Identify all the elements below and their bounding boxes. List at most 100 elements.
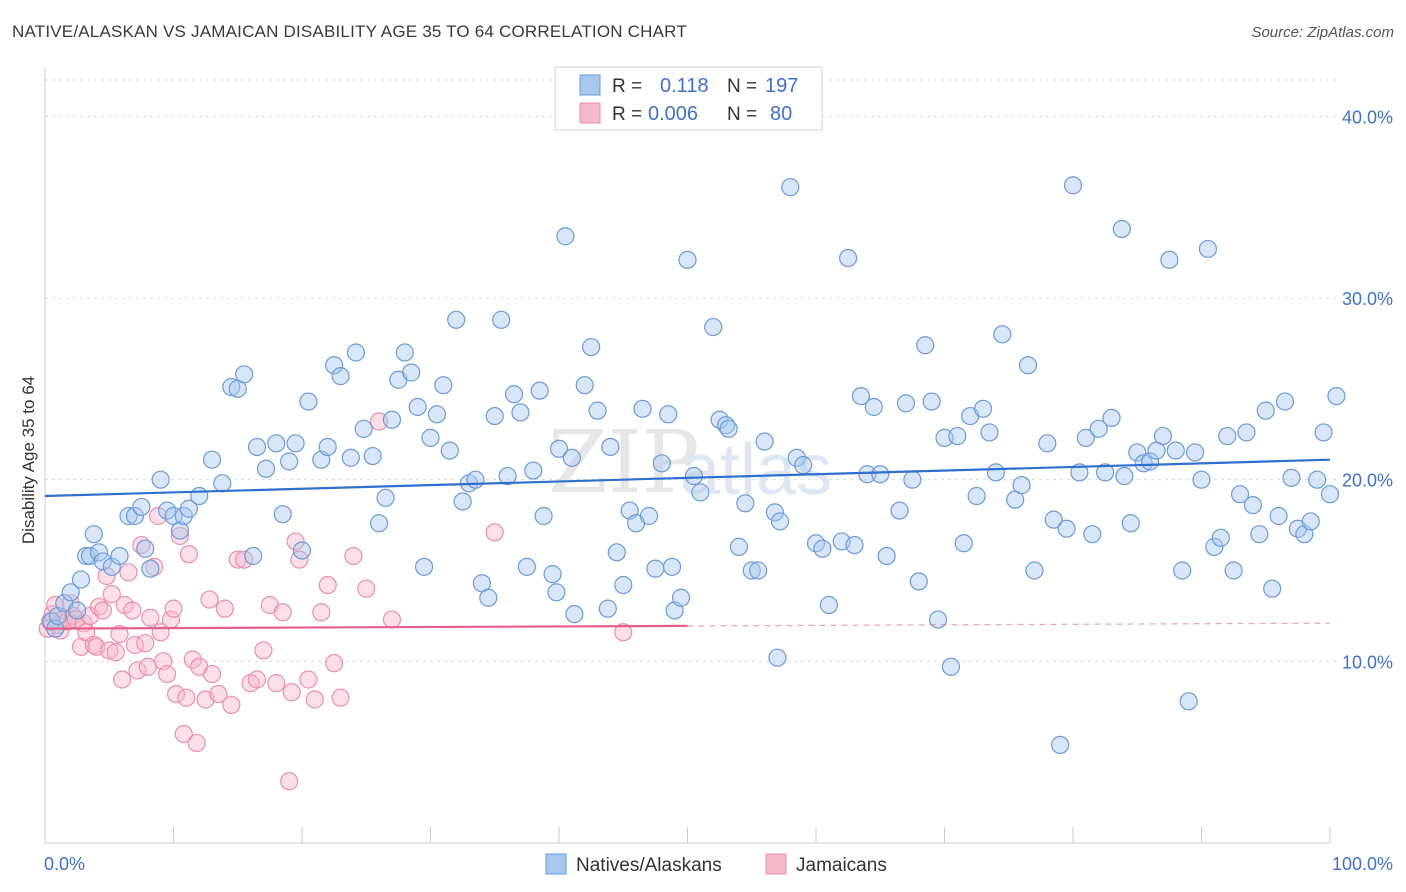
natives-point bbox=[547, 583, 566, 602]
natives-point bbox=[543, 565, 562, 584]
natives-point bbox=[662, 557, 682, 576]
natives-point bbox=[1063, 176, 1083, 195]
natives-point bbox=[402, 363, 421, 382]
natives-point bbox=[909, 572, 928, 591]
natives-point bbox=[1173, 561, 1192, 580]
natives-point bbox=[719, 419, 738, 438]
watermark-zip: ZIP bbox=[548, 413, 700, 513]
natives-point bbox=[222, 377, 241, 397]
natives-point bbox=[61, 583, 80, 602]
natives-point bbox=[1256, 401, 1275, 420]
jamaicans-point bbox=[164, 599, 183, 618]
natives-point bbox=[646, 559, 665, 578]
natives-point bbox=[1166, 441, 1185, 460]
jamaicans-point bbox=[97, 566, 116, 586]
legend-r-value: 0.006 bbox=[648, 103, 698, 125]
legend-r-label: R = bbox=[612, 104, 642, 125]
natives-point bbox=[1089, 419, 1108, 438]
jamaicans-point bbox=[106, 643, 125, 662]
natives-point bbox=[794, 456, 813, 475]
natives-point bbox=[575, 376, 594, 395]
natives-point bbox=[408, 397, 427, 417]
natives-point bbox=[354, 419, 373, 438]
natives-point bbox=[485, 406, 504, 426]
natives-point bbox=[517, 557, 536, 576]
natives-point bbox=[1038, 434, 1057, 453]
natives-point bbox=[1185, 443, 1205, 462]
legend-r-value: 0.118 bbox=[660, 75, 709, 97]
natives-point bbox=[1314, 423, 1333, 442]
natives-point bbox=[453, 492, 472, 511]
chart-title: NATIVE/ALASKAN VS JAMAICAN DISABILITY AG… bbox=[12, 22, 687, 41]
natives-point bbox=[479, 588, 498, 607]
natives-point bbox=[1134, 454, 1153, 473]
natives-point bbox=[1076, 428, 1095, 447]
natives-point bbox=[119, 506, 138, 526]
natives-point bbox=[845, 535, 864, 555]
jamaicans-point bbox=[202, 664, 222, 684]
natives-point bbox=[141, 559, 160, 578]
natives-point bbox=[755, 432, 774, 451]
natives-point bbox=[877, 546, 896, 566]
natives-point bbox=[370, 514, 389, 533]
natives-point bbox=[903, 470, 922, 489]
natives-point bbox=[1121, 514, 1140, 533]
jamaicans-point bbox=[325, 654, 344, 673]
natives-point bbox=[1102, 408, 1121, 427]
natives-point bbox=[498, 466, 517, 486]
jamaicans-point bbox=[148, 506, 168, 526]
jamaicans-point bbox=[235, 550, 254, 569]
natives-point bbox=[273, 505, 292, 524]
natives-point bbox=[421, 428, 440, 447]
jamaicans-point bbox=[286, 532, 305, 551]
natives-point bbox=[729, 537, 749, 556]
jamaicans-point bbox=[174, 724, 193, 744]
jamaicans-point bbox=[299, 670, 318, 689]
natives-point bbox=[1275, 392, 1295, 411]
natives-point bbox=[132, 497, 151, 517]
jamaicans-point bbox=[102, 585, 121, 604]
natives-point bbox=[1301, 512, 1320, 531]
jamaicans-point bbox=[170, 526, 190, 546]
jamaicans-point bbox=[166, 684, 186, 704]
jamaicans-trend-line bbox=[44, 624, 688, 630]
jamaicans-point bbox=[123, 601, 142, 620]
natives-point bbox=[213, 474, 232, 493]
natives-point bbox=[1198, 239, 1218, 259]
legend-n-label: N = bbox=[727, 104, 757, 125]
natives-point bbox=[256, 459, 276, 478]
natives-point bbox=[1025, 561, 1044, 580]
y-tick-label: 30.0% bbox=[1342, 289, 1393, 309]
jamaicans-point bbox=[344, 546, 363, 566]
natives-point bbox=[858, 465, 877, 484]
source-label: Source: ZipAtlas.com bbox=[1251, 24, 1394, 41]
natives-point bbox=[1083, 525, 1102, 544]
natives-point bbox=[247, 437, 267, 457]
jamaicans-point bbox=[187, 733, 206, 753]
natives-point bbox=[84, 525, 103, 544]
natives-point bbox=[1051, 735, 1070, 755]
jamaicans-point bbox=[209, 684, 228, 704]
natives-point bbox=[652, 454, 671, 473]
natives-point bbox=[466, 470, 485, 489]
natives-point bbox=[1179, 692, 1198, 711]
natives-point bbox=[1243, 496, 1263, 515]
natives-point bbox=[639, 506, 659, 526]
natives-points bbox=[42, 176, 1346, 755]
natives-point bbox=[376, 488, 395, 507]
natives-point bbox=[819, 595, 838, 615]
jamaicans-point bbox=[93, 601, 112, 620]
natives-point bbox=[890, 501, 909, 520]
natives-point bbox=[325, 356, 344, 375]
natives-point bbox=[1128, 443, 1147, 462]
natives-point bbox=[427, 405, 447, 424]
jamaicans-points bbox=[38, 412, 633, 791]
natives-point bbox=[556, 227, 575, 246]
natives-point bbox=[678, 250, 697, 269]
legend-swatch-natives bbox=[545, 853, 567, 875]
natives-point bbox=[787, 448, 806, 467]
natives-point bbox=[280, 452, 299, 471]
natives-point bbox=[607, 543, 626, 562]
natives-point bbox=[770, 512, 790, 531]
